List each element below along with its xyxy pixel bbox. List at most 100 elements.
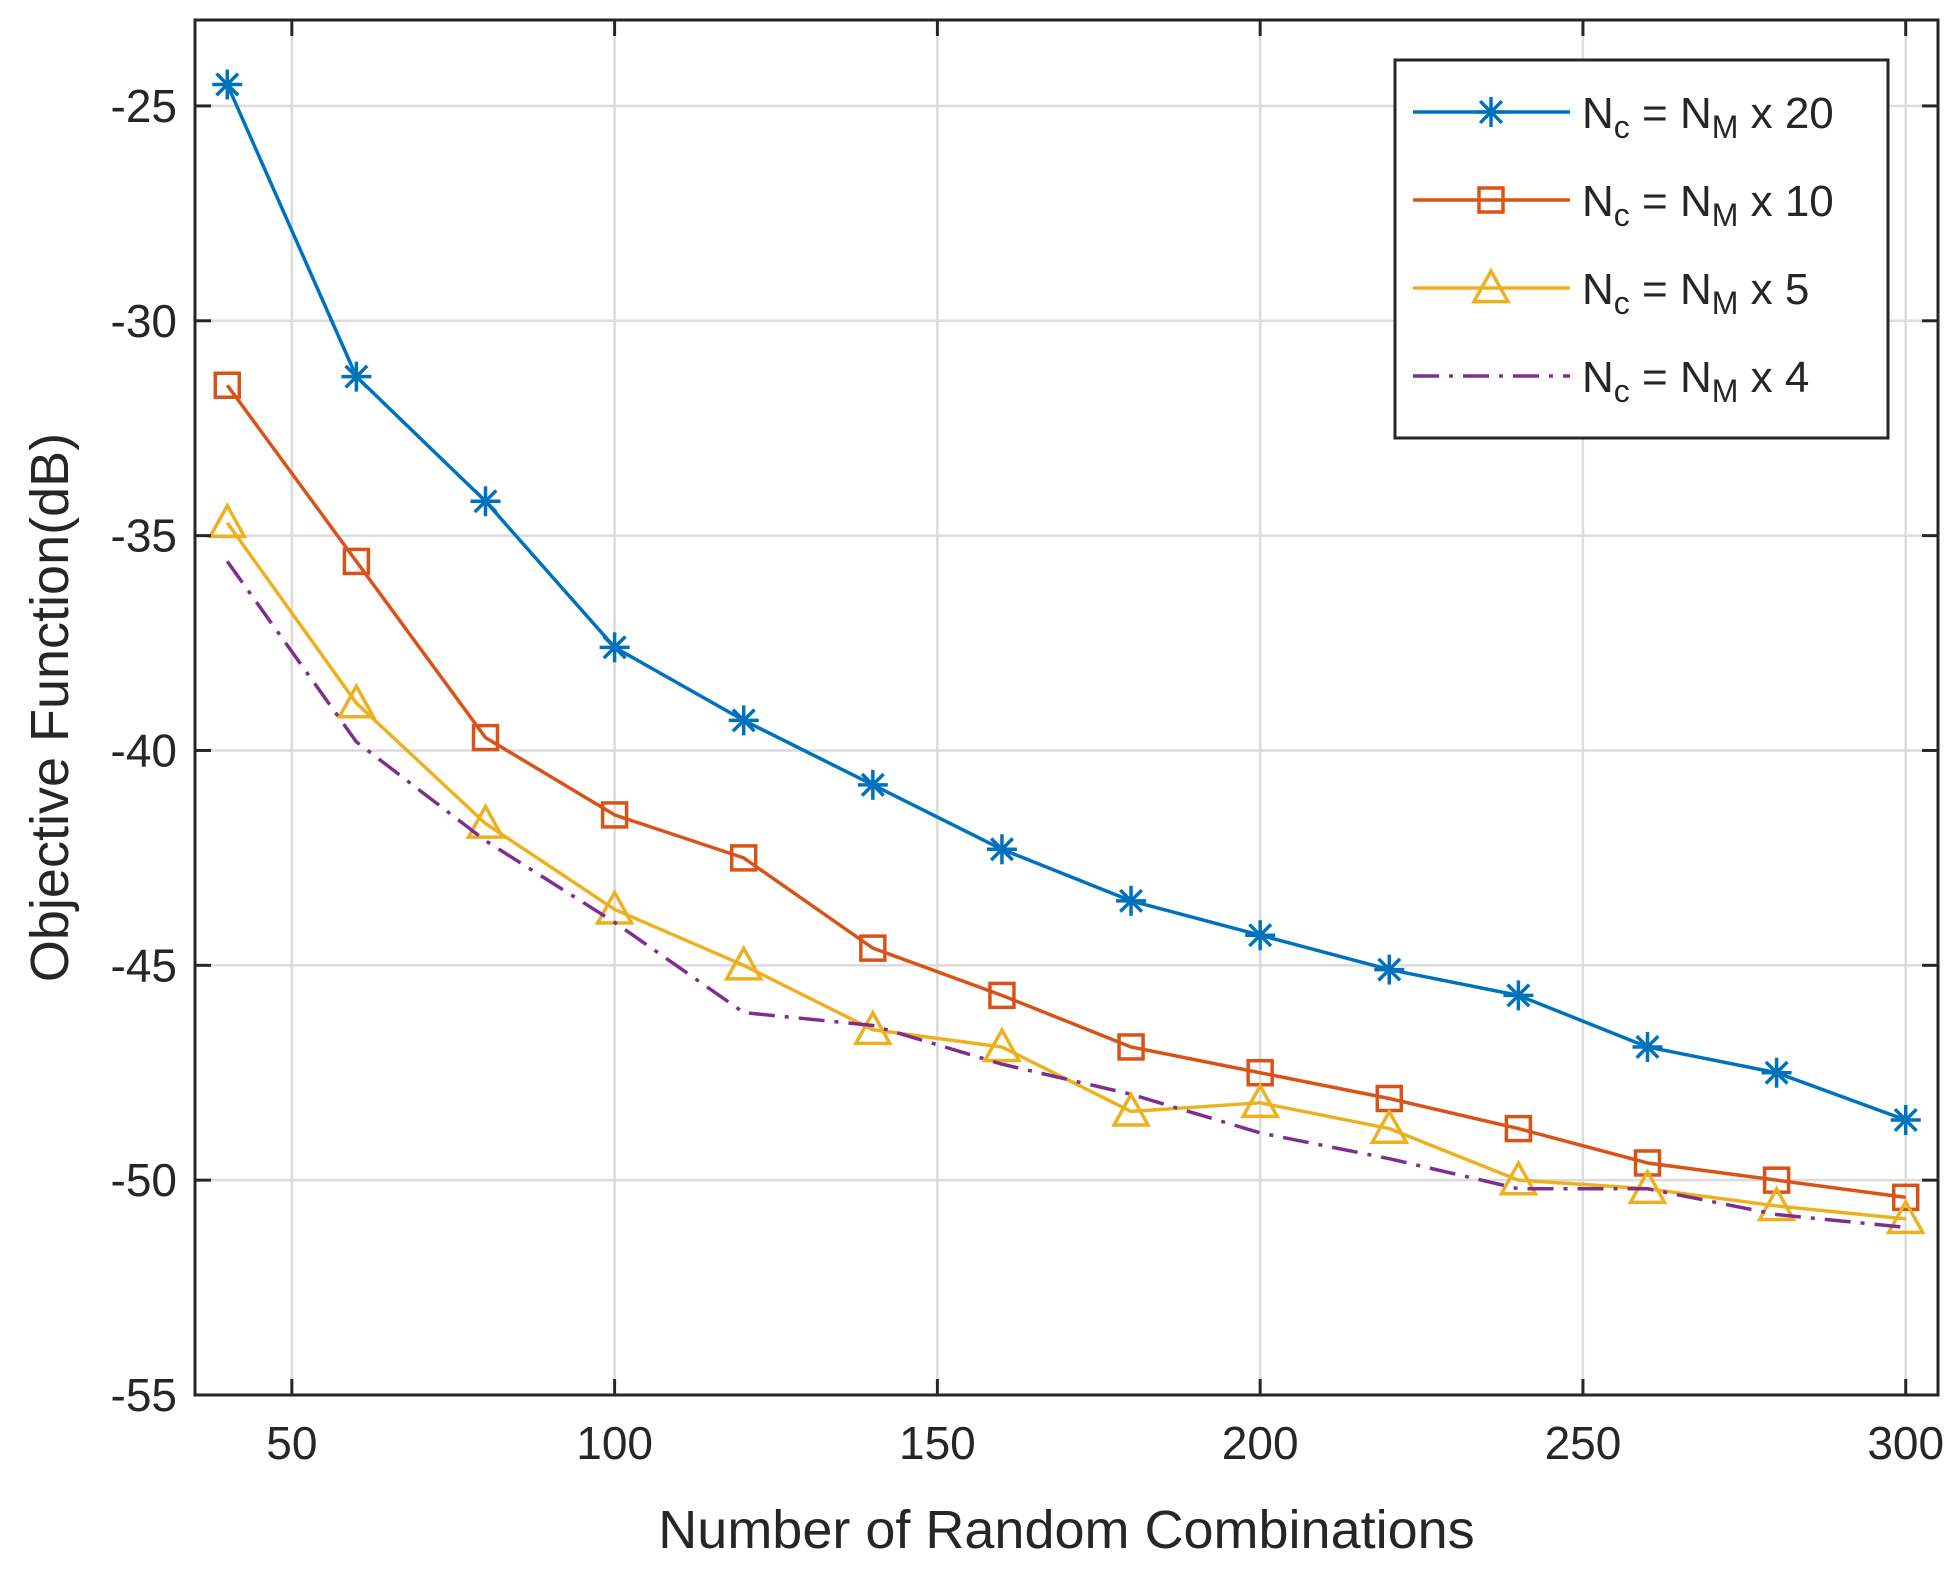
legend-subscript: c bbox=[1614, 285, 1630, 321]
legend-subscript: M bbox=[1712, 109, 1739, 145]
data-point bbox=[1891, 1183, 1920, 1212]
legend-text-part: x 20 bbox=[1738, 89, 1833, 138]
marker bbox=[1369, 1107, 1410, 1144]
legend-text-part: N bbox=[1582, 353, 1614, 402]
legend-subscript: c bbox=[1614, 109, 1630, 145]
y-tick-label: -30 bbox=[111, 295, 177, 347]
y-tick-label: -40 bbox=[111, 724, 177, 776]
y-axis-label: Objective Function(dB) bbox=[20, 433, 80, 982]
series-line bbox=[225, 384, 1906, 1200]
marker bbox=[1111, 1090, 1152, 1127]
legend-subscript: c bbox=[1614, 373, 1630, 409]
data-point bbox=[1885, 1198, 1926, 1235]
data-point bbox=[1890, 1105, 1921, 1135]
data-point bbox=[599, 632, 630, 663]
marker-stroke bbox=[602, 635, 627, 660]
legend-label: Nc = NM x 10 bbox=[1582, 177, 1834, 233]
data-point bbox=[213, 371, 242, 399]
data-point bbox=[857, 769, 888, 800]
tick-labels: 50 100 150 200 250 300 -25 -30 -35 -40 -45 -50 -55 bbox=[111, 80, 1945, 1469]
marker bbox=[336, 682, 377, 719]
legend-marker bbox=[1477, 186, 1505, 214]
marker bbox=[1756, 1185, 1797, 1222]
y-tick-label: -45 bbox=[111, 939, 177, 991]
marker-stroke bbox=[1248, 923, 1273, 948]
marker bbox=[981, 1026, 1022, 1063]
marker bbox=[600, 801, 629, 829]
data-point bbox=[212, 69, 243, 100]
legend-label: Nc = NM x 4 bbox=[1582, 353, 1809, 409]
data-point bbox=[729, 844, 758, 872]
marker bbox=[1504, 1114, 1533, 1143]
marker-stroke bbox=[1764, 1060, 1789, 1085]
x-tick-label: 150 bbox=[899, 1417, 976, 1469]
data-point bbox=[471, 723, 500, 752]
x-tick-label: 100 bbox=[576, 1417, 653, 1469]
legend-text-part: N bbox=[1680, 265, 1712, 314]
marker-stroke bbox=[860, 772, 885, 797]
x-tick-label: 50 bbox=[266, 1417, 317, 1469]
data-point bbox=[470, 486, 501, 517]
marker-stroke bbox=[215, 72, 240, 97]
legend-text-part: N bbox=[1582, 89, 1614, 138]
data-point bbox=[988, 981, 1016, 1010]
legend-subscript: M bbox=[1712, 197, 1739, 233]
marker bbox=[729, 844, 758, 872]
series-4 bbox=[225, 560, 1906, 1230]
data-point bbox=[207, 502, 248, 539]
legend-entry: Nc = NM x 4 bbox=[1413, 353, 1809, 409]
marker bbox=[1117, 1033, 1145, 1061]
marker-stroke bbox=[989, 837, 1014, 862]
marker bbox=[723, 944, 764, 981]
data-point bbox=[1498, 1159, 1539, 1196]
legend-text-part: N bbox=[1680, 89, 1712, 138]
legend-label: Nc = NM x 20 bbox=[1582, 89, 1834, 145]
legend-text-part: = bbox=[1630, 89, 1680, 138]
data-point bbox=[981, 1026, 1022, 1063]
legend-subscript: M bbox=[1712, 373, 1739, 409]
marker bbox=[1498, 1159, 1539, 1196]
data-point bbox=[1503, 980, 1534, 1011]
series-line bbox=[225, 83, 1907, 1122]
legend-text-part: x 4 bbox=[1738, 353, 1809, 402]
marker bbox=[1891, 1183, 1920, 1212]
marker-stroke bbox=[731, 708, 756, 733]
data-point bbox=[1111, 1090, 1152, 1127]
legend-marker bbox=[1471, 267, 1511, 304]
x-tick-label: 200 bbox=[1222, 1417, 1299, 1469]
series-line bbox=[225, 560, 1906, 1230]
marker bbox=[988, 981, 1016, 1010]
data-point bbox=[1117, 1033, 1145, 1061]
y-tick-label: -55 bbox=[111, 1369, 177, 1421]
data-point bbox=[1374, 954, 1405, 985]
data-point bbox=[336, 682, 377, 719]
data-point bbox=[465, 802, 506, 839]
marker-stroke bbox=[1119, 888, 1144, 913]
marker-stroke bbox=[1635, 1034, 1660, 1059]
data-point bbox=[1632, 1031, 1663, 1062]
legend-text-part: N bbox=[1680, 353, 1712, 402]
data-point bbox=[1245, 920, 1276, 951]
axes-box bbox=[193, 18, 1940, 1397]
data-point bbox=[859, 934, 887, 962]
legend-text-part: N bbox=[1582, 177, 1614, 226]
data-point bbox=[852, 1009, 893, 1046]
y-tick-label: -50 bbox=[111, 1154, 177, 1206]
marker bbox=[471, 723, 500, 752]
data-point bbox=[986, 834, 1017, 865]
data-point bbox=[728, 705, 759, 736]
legend-subscript: M bbox=[1712, 285, 1739, 321]
plot-series bbox=[207, 69, 1926, 1235]
data-point bbox=[342, 547, 371, 576]
y-tick-label: -25 bbox=[111, 80, 177, 132]
legend-entry: Nc = NM x 5 bbox=[1413, 265, 1809, 321]
legend-entry: Nc = NM x 20 bbox=[1413, 89, 1834, 145]
marker-stroke bbox=[344, 364, 369, 389]
x-tick-label: 250 bbox=[1545, 1417, 1622, 1469]
data-point bbox=[1756, 1185, 1797, 1222]
marker-stroke bbox=[1377, 957, 1402, 982]
marker bbox=[207, 502, 248, 539]
legend-entry: Nc = NM x 10 bbox=[1413, 177, 1834, 233]
